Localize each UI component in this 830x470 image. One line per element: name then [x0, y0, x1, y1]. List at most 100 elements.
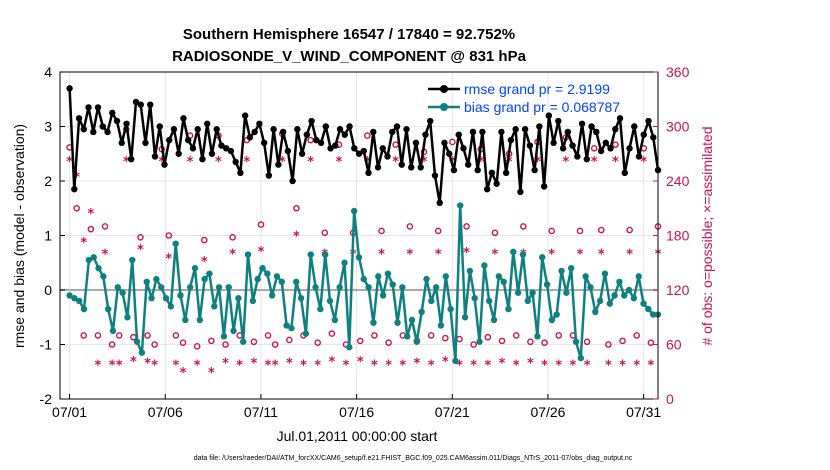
x-tick-label: 07/31 — [626, 404, 661, 420]
rmse-point — [483, 185, 491, 193]
bias-point — [162, 294, 170, 302]
rmse-point — [588, 123, 595, 130]
y-left-tick-label: 3 — [44, 119, 52, 135]
rmse-point — [218, 142, 225, 149]
bias-point — [336, 284, 343, 291]
assimilated-obs-marker: * — [506, 155, 513, 170]
possible-obs-marker — [541, 339, 548, 346]
rmse-point — [441, 139, 448, 147]
y-right-tick-label: 180 — [666, 228, 690, 244]
rmse-point — [389, 128, 396, 136]
y-right-tick-label: 60 — [666, 337, 682, 353]
possible-obs-marker — [229, 234, 236, 241]
rmse-point — [142, 139, 149, 147]
assimilated-obs-marker: * — [229, 248, 236, 263]
bias-point — [606, 300, 613, 307]
bias-point — [215, 284, 223, 291]
rmse-point — [275, 161, 282, 168]
bias-point — [476, 338, 483, 345]
rmse-point — [559, 145, 567, 152]
data-series — [66, 85, 662, 365]
bias-point — [558, 267, 565, 275]
bias-point — [167, 303, 175, 310]
rmse-point — [645, 117, 652, 125]
bias-point — [630, 294, 638, 302]
bias-point — [124, 314, 131, 321]
assimilated-obs-marker: * — [492, 248, 499, 263]
possible-obs-marker — [314, 339, 322, 346]
assimilated-obs-marker: * — [201, 255, 208, 270]
rmse-point — [251, 128, 258, 136]
y-left-tick-label: 1 — [44, 228, 52, 244]
rmse-point — [616, 115, 624, 122]
assimilated-obs-marker: * — [87, 207, 94, 222]
bias-point — [437, 322, 445, 329]
assimilated-obs-marker: * — [80, 236, 87, 251]
possible-obs-marker — [222, 341, 229, 348]
rmse-point — [80, 126, 88, 133]
bias-point — [548, 316, 556, 324]
bias-line — [68, 204, 658, 363]
rmse-point — [66, 85, 73, 92]
assimilated-obs-marker: * — [137, 243, 144, 258]
rmse-point — [161, 161, 168, 168]
rmse-point — [237, 169, 244, 177]
possible-obs-marker — [321, 229, 329, 237]
assimilated-obs-marker: * — [626, 248, 633, 263]
bias-point — [114, 284, 122, 291]
possible-obs-marker — [293, 204, 300, 212]
x-tick-label: 07/11 — [244, 404, 278, 420]
rmse-point — [460, 145, 467, 152]
assimilated-obs-marker: * — [236, 358, 243, 373]
bias-point — [307, 251, 314, 258]
possible-obs-marker — [200, 236, 208, 244]
assimilated-obs-marker: * — [165, 252, 172, 267]
bias-point — [645, 305, 652, 313]
rmse-point — [175, 150, 182, 157]
bias-point — [461, 314, 469, 321]
rmse-point — [631, 123, 638, 130]
possible-obs-marker — [257, 221, 265, 228]
rmse-point — [279, 128, 287, 136]
rmse-point — [355, 150, 363, 157]
bias-point — [495, 273, 503, 280]
assimilated-obs-marker: * — [123, 155, 130, 170]
assimilated-obs-marker: * — [562, 155, 569, 170]
rmse-point — [322, 123, 330, 130]
rmse-point — [270, 126, 277, 133]
legend-bias-label: bias grand pr = 0.068787 — [464, 99, 620, 115]
assimilated-obs-marker: * — [598, 248, 605, 263]
assimilated-obs-marker: * — [428, 358, 435, 373]
rmse-point — [578, 120, 586, 127]
rmse-point — [203, 120, 211, 127]
rmse-point — [85, 104, 92, 111]
bias-point — [225, 284, 232, 291]
possible-obs-marker — [605, 341, 612, 348]
assimilated-obs-marker: * — [328, 355, 335, 370]
possible-obs-marker — [101, 223, 109, 230]
assimilated-obs-marker: * — [258, 245, 265, 260]
rmse-point — [128, 156, 135, 163]
assimilated-obs-marker: * — [180, 366, 187, 381]
bias-point — [138, 349, 146, 356]
rmse-point — [137, 101, 144, 108]
possible-obs-marker — [470, 341, 477, 348]
assimilated-obs-marker: * — [343, 358, 350, 373]
rmse-point — [109, 109, 116, 117]
rmse-point — [256, 120, 263, 127]
bias-point — [153, 275, 160, 283]
legend-rmse-marker — [440, 85, 448, 93]
rmse-point — [313, 136, 320, 144]
bias-point — [206, 270, 213, 277]
bias-point — [211, 303, 218, 310]
possible-obs-marker — [151, 341, 158, 348]
assimilated-obs-marker: * — [456, 358, 463, 373]
assimilated-obs-marker: * — [307, 155, 314, 170]
y-axis-right-label: # of obs: o=possible; ×=assimilated — [699, 126, 715, 345]
bias-point — [331, 316, 339, 324]
possible-obs-marker — [208, 337, 215, 345]
rmse-point — [555, 117, 562, 125]
assimilated-obs-marker: * — [385, 358, 392, 373]
rmse-point — [260, 139, 268, 147]
bias-point — [582, 273, 589, 280]
